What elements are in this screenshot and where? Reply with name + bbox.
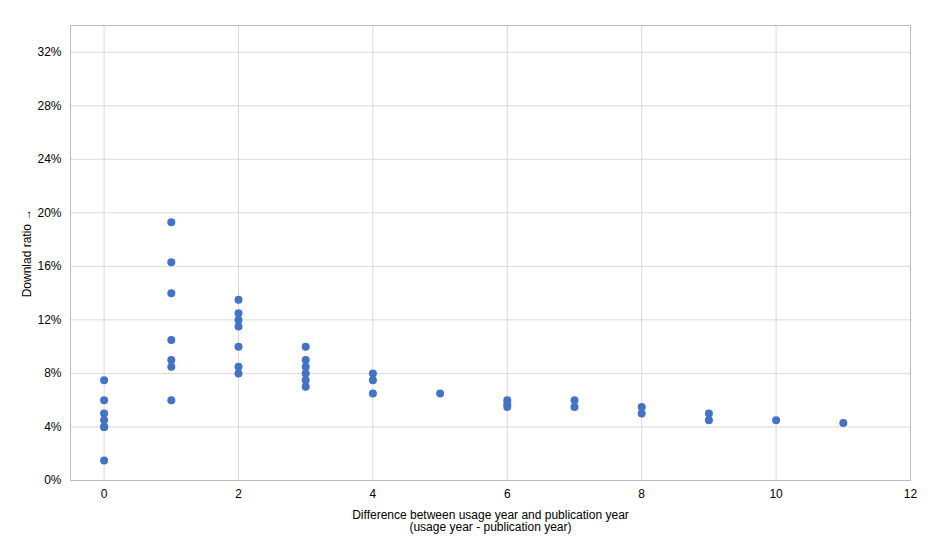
svg-text:28%: 28% xyxy=(37,99,61,113)
svg-text:32%: 32% xyxy=(37,45,61,59)
svg-text:24%: 24% xyxy=(37,152,61,166)
svg-text:20%: 20% xyxy=(37,206,61,220)
svg-text:2: 2 xyxy=(235,487,242,501)
svg-text:Difference between usage year: Difference between usage year and public… xyxy=(352,508,629,534)
svg-text:4%: 4% xyxy=(44,420,62,434)
svg-text:0: 0 xyxy=(101,487,108,501)
svg-text:12%: 12% xyxy=(37,313,61,327)
svg-text:6: 6 xyxy=(504,487,511,501)
svg-text:8%: 8% xyxy=(44,366,62,380)
svg-text:10: 10 xyxy=(769,487,783,501)
svg-text:Downlad ratio →: Downlad ratio → xyxy=(20,209,34,298)
svg-text:0%: 0% xyxy=(44,473,62,487)
svg-text:12: 12 xyxy=(904,487,918,501)
svg-text:4: 4 xyxy=(370,487,377,501)
svg-text:16%: 16% xyxy=(37,259,61,273)
svg-text:8: 8 xyxy=(638,487,645,501)
